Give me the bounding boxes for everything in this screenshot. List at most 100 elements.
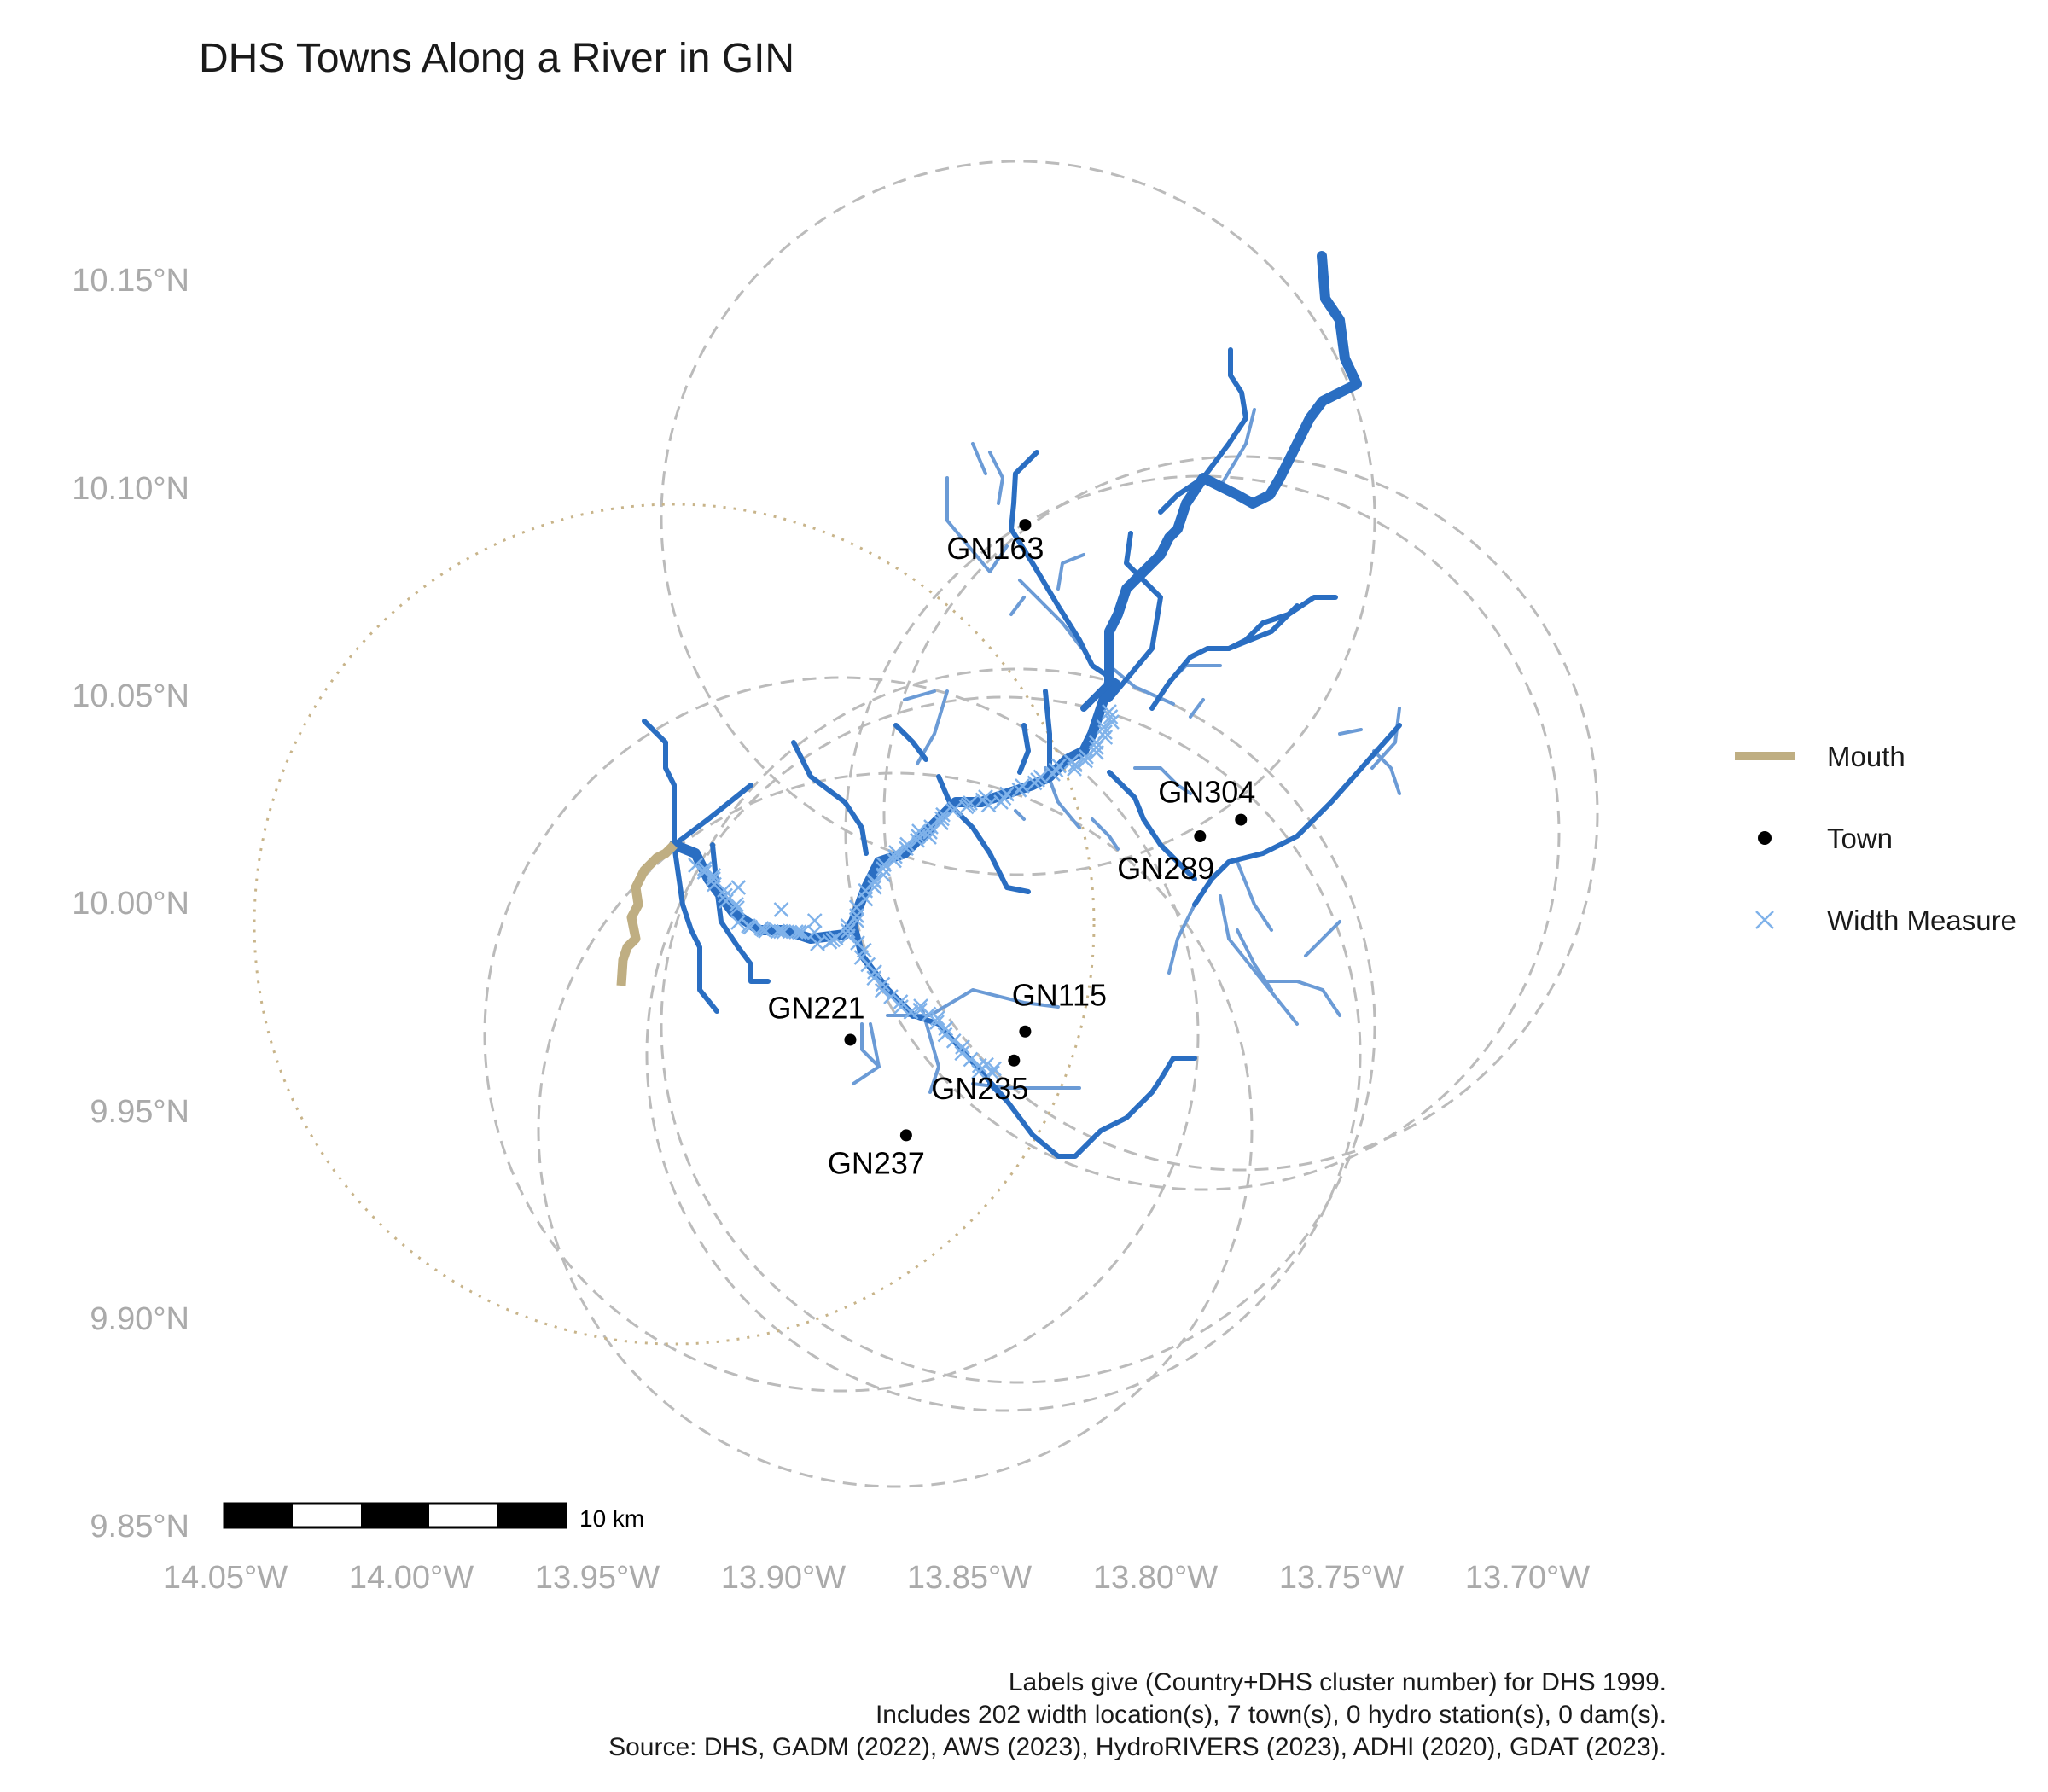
legend-town-key xyxy=(1758,831,1772,845)
legend: Mouth Town Width Measure xyxy=(1735,741,2016,936)
width-measure-marker xyxy=(1103,709,1119,724)
width-measure-marker xyxy=(1027,775,1043,791)
width-measure-marker xyxy=(706,868,722,883)
tributary xyxy=(893,723,928,762)
town-label-gn237: GN237 xyxy=(828,1145,925,1180)
legend-town-label: Town xyxy=(1827,823,1893,854)
x-axis: 14.05°W 14.00°W 13.95°W 13.90°W 13.85°W … xyxy=(163,1560,1590,1596)
mouth-buffer-circle xyxy=(253,503,1096,1346)
tributary xyxy=(1219,408,1256,488)
buffer-circle-gn221 xyxy=(483,676,1200,1393)
y-tick-label: 9.90°N xyxy=(90,1301,189,1337)
width-measure-marker xyxy=(788,924,804,940)
tributary xyxy=(945,476,1009,573)
town-point-gn235 xyxy=(1008,1054,1021,1067)
tributary xyxy=(920,1005,940,1094)
width-measure-marker xyxy=(791,924,807,940)
caption: Labels give (Country+DHS cluster number)… xyxy=(608,1668,1667,1761)
width-measure-marker xyxy=(730,880,747,895)
buffer-circle-gn115 xyxy=(660,667,1376,1384)
width-measure-marker xyxy=(776,923,792,940)
buffer-circle-gn304 xyxy=(882,455,1599,1172)
x-tick-label: 13.75°W xyxy=(1279,1560,1404,1596)
y-tick-label: 9.85°N xyxy=(90,1509,189,1545)
width-measure-marker xyxy=(929,1015,945,1030)
width-measure-marker xyxy=(979,1056,994,1073)
width-measure-marker xyxy=(730,900,745,916)
tributary xyxy=(642,719,677,847)
tributary xyxy=(672,842,719,1014)
tributary xyxy=(1261,980,1341,1017)
town-label-gn304: GN304 xyxy=(1158,775,1255,810)
width-measure-marker xyxy=(1063,753,1079,770)
width-measure-marker xyxy=(887,852,902,869)
tributary xyxy=(1338,728,1363,736)
buffer-circle-gn237 xyxy=(537,771,1254,1488)
y-tick-label: 10.10°N xyxy=(72,471,189,507)
width-measure-marker xyxy=(730,915,746,930)
width-measure-marker xyxy=(696,864,713,880)
width-measure-marker xyxy=(903,1004,919,1020)
tributary xyxy=(852,1022,881,1085)
river-mouth xyxy=(616,841,678,986)
tributary xyxy=(971,1082,1081,1090)
width-measure-marker xyxy=(1079,748,1094,765)
width-measure-marker xyxy=(806,913,823,928)
town-point-gn304 xyxy=(1235,813,1248,826)
town-point-gn163 xyxy=(1019,519,1032,532)
caption-line: Includes 202 width location(s), 7 town(s… xyxy=(876,1701,1667,1729)
main-river xyxy=(1080,679,1113,712)
width-measure-marker xyxy=(937,1027,953,1043)
width-measure-marker xyxy=(1045,766,1061,782)
width-measure-marker xyxy=(955,1039,970,1055)
tributary xyxy=(860,1022,881,1068)
width-measure-marker xyxy=(945,1033,962,1049)
scale-bar: 10 km xyxy=(223,1502,644,1532)
legend-mouth-label: Mouth xyxy=(1827,741,1905,772)
width-measure-marker xyxy=(875,976,891,992)
width-measure-marker xyxy=(910,832,925,848)
width-measure-marker xyxy=(1089,745,1104,760)
tributary xyxy=(1158,347,1248,515)
tributary xyxy=(1372,749,1401,795)
width-measure-marker xyxy=(993,794,1009,810)
tributary xyxy=(1018,579,1084,650)
width-measure-marker xyxy=(945,803,961,818)
x-tick-label: 13.80°W xyxy=(1093,1560,1218,1596)
width-measure-marker xyxy=(794,924,810,940)
town-point-gn221 xyxy=(844,1033,857,1046)
width-measure-marker xyxy=(773,923,788,940)
town-label-gn163: GN163 xyxy=(946,531,1044,566)
town-point-gn115 xyxy=(1019,1025,1032,1038)
x-tick-label: 13.70°W xyxy=(1465,1560,1590,1596)
caption-line: Labels give (Country+DHS cluster number)… xyxy=(1009,1668,1667,1696)
width-measure-marker xyxy=(866,970,882,986)
width-measure-marker xyxy=(912,1002,928,1018)
width-measure-marker xyxy=(899,836,915,852)
width-measure-marker xyxy=(840,923,856,939)
width-measure-marker xyxy=(934,811,950,827)
y-tick-label: 10.00°N xyxy=(72,886,189,922)
tributary xyxy=(791,740,869,856)
page-title: DHS Towns Along a River in GIN xyxy=(199,36,794,81)
width-measure-marker xyxy=(874,982,890,998)
tributary xyxy=(1167,903,1196,975)
tributary xyxy=(1192,723,1402,907)
town-buffer-circles xyxy=(483,160,1599,1488)
y-tick-label: 9.95°N xyxy=(90,1094,189,1130)
width-measure-marker xyxy=(938,1021,954,1037)
y-axis: 10.15°N 10.10°N 10.05°N 10.00°N 9.95°N 9… xyxy=(72,263,189,1545)
tributary xyxy=(1304,920,1341,957)
buffer-circle-gn289 xyxy=(844,474,1561,1191)
tributary xyxy=(1370,707,1401,770)
town-label-gn221: GN221 xyxy=(767,990,864,1025)
tributary xyxy=(1009,596,1026,616)
width-measure-marker xyxy=(729,897,744,912)
width-measure-marker xyxy=(806,924,823,940)
tributary xyxy=(1236,860,1273,932)
width-measure-marker xyxy=(963,1051,979,1068)
tributary xyxy=(1189,698,1205,719)
legend-width-measure-label: Width Measure xyxy=(1827,905,2016,936)
width-measure-marker xyxy=(770,923,786,940)
x-tick-label: 14.00°W xyxy=(349,1560,474,1596)
